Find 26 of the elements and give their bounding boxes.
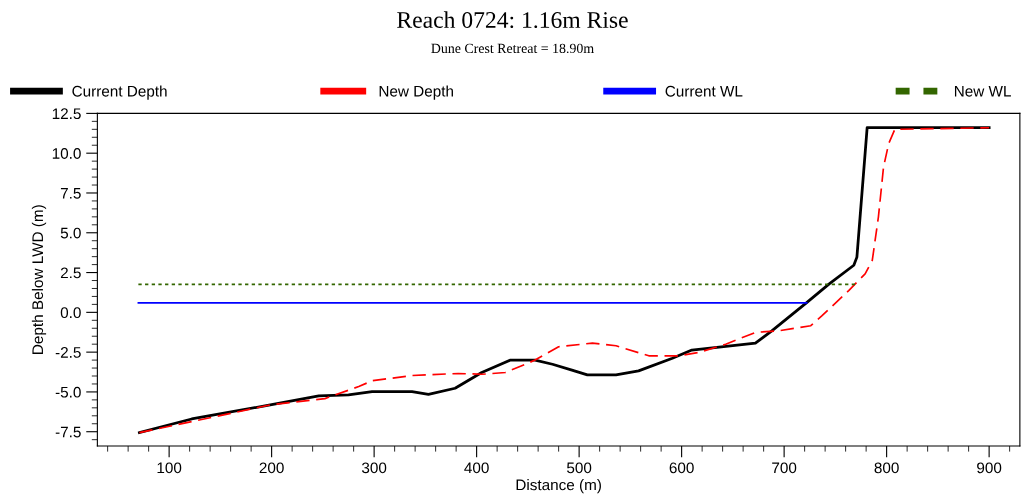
legend-label: Current WL <box>665 85 743 97</box>
x-tick-label: 200 <box>259 462 284 474</box>
chart-title: Reach 0724: 1.16m Rise <box>397 11 628 29</box>
y-tick-label: -5.0 <box>55 386 81 398</box>
x-tick-label: 800 <box>874 462 899 474</box>
x-tick-label: 300 <box>361 462 387 474</box>
x-tick-label: 600 <box>669 462 694 474</box>
y-tick-label: 7.5 <box>60 188 81 199</box>
legend-label: New WL <box>954 85 1011 97</box>
y-tick-label: -7.5 <box>55 426 81 438</box>
legend-label: Current Depth <box>72 85 167 100</box>
y-tick-label: 12.5 <box>52 108 81 120</box>
y-tick-label: 2.5 <box>60 267 81 279</box>
x-axis-title: Distance (m) <box>516 479 601 494</box>
x-tick-label: 500 <box>566 462 592 474</box>
legend-label: New Depth <box>379 85 453 100</box>
x-tick-label: 900 <box>977 462 1002 474</box>
y-axis-title: Depth Below LWD (m) <box>31 205 47 354</box>
x-tick-label: 700 <box>772 462 797 474</box>
y-tick-label: 5.0 <box>60 227 81 239</box>
x-tick-label: 100 <box>157 462 182 474</box>
chart-subtitle: Dune Crest Retreat = 18.90m <box>431 43 594 54</box>
x-tick-label: 400 <box>464 462 489 474</box>
y-tick-label: -2.5 <box>55 347 81 358</box>
y-tick-label: 10.0 <box>52 148 81 159</box>
y-tick-label: 0.0 <box>60 307 81 319</box>
